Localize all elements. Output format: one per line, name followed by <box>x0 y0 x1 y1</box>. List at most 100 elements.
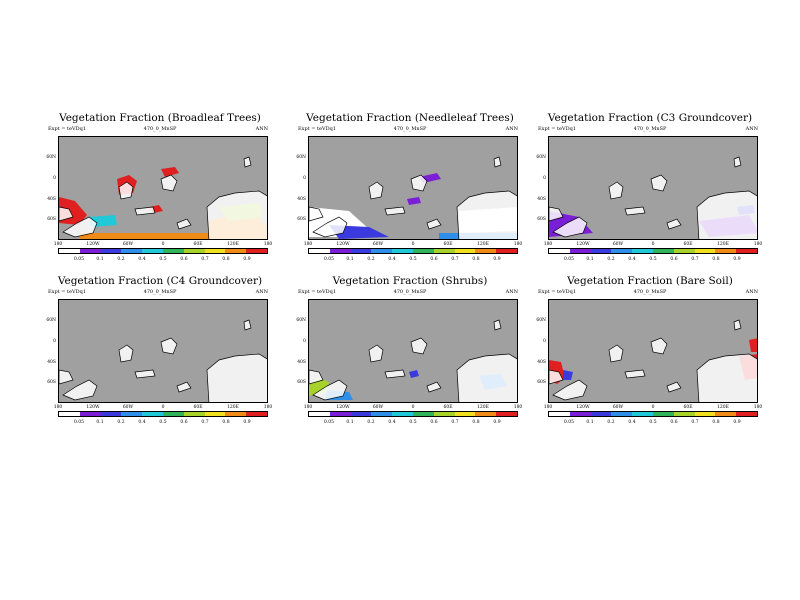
job-label: 470_0_MnSP <box>633 289 667 295</box>
colorbar-segment <box>412 412 434 416</box>
land-outline <box>666 218 682 230</box>
colorbar-segment <box>454 412 476 416</box>
colorbar-tick-label: 0.4 <box>388 257 396 262</box>
colorbar-tick-label: 0.8 <box>712 257 720 262</box>
colorbar-tick-label: 0.1 <box>346 420 354 425</box>
land-outline <box>624 369 646 379</box>
colorbar-tick-label: 0.5 <box>649 257 657 262</box>
experiment-label: Expt = teVDq1 <box>48 126 87 132</box>
map-panel-1: Vegetation Fraction (Broadleaf Trees) Ex… <box>40 112 280 272</box>
lon-tick-label: 180 <box>303 242 313 247</box>
land-outline <box>456 353 517 402</box>
colorbar-segment <box>611 412 633 416</box>
land-outline <box>368 344 384 363</box>
vegetation-fill <box>161 167 179 177</box>
land-outline <box>426 218 442 230</box>
colorbar-tick-label: 0.6 <box>180 257 188 262</box>
colorbar-tick-label: 0.7 <box>451 420 459 425</box>
experiment-label: Expt = teVDq1 <box>298 289 337 295</box>
job-label: 470_0_MnSP <box>143 126 177 132</box>
land-outline <box>118 181 134 200</box>
colorbar-tick-label: 0.05 <box>73 420 85 425</box>
land-outline <box>650 337 668 355</box>
colorbar-tick-label: 0.6 <box>430 420 438 425</box>
lon-tick-label: 120E <box>477 242 489 247</box>
colorbar-segment <box>79 249 101 253</box>
colorbar-segment <box>225 249 247 253</box>
lat-tick-label: 60N <box>46 318 56 324</box>
season-label: ANN <box>505 126 518 132</box>
map-plot <box>549 156 757 239</box>
colorbar-segment <box>496 249 517 253</box>
lon-tick-label: 180 <box>753 405 763 410</box>
colorbar-tick-label: 0.5 <box>409 257 417 262</box>
land-outline <box>410 337 428 355</box>
lat-tick-label: 60N <box>536 155 546 161</box>
colorbar-segment <box>412 249 434 253</box>
map-panel-3: Vegetation Fraction (C3 Groundcover) Exp… <box>530 112 770 272</box>
map-area <box>548 299 758 403</box>
panel-title: Vegetation Fraction (Bare Soil) <box>567 275 733 287</box>
panel-title: Vegetation Fraction (C4 Groundcover) <box>57 275 263 287</box>
lat-tick-label: 40S <box>297 197 306 203</box>
land-outline <box>206 353 267 402</box>
colorbar-tick-label: 0.5 <box>649 420 657 425</box>
land-outline <box>384 369 406 379</box>
colorbar-segment <box>392 412 413 416</box>
land-outline <box>309 369 324 385</box>
lon-tick-label: 180 <box>263 405 273 410</box>
lon-tick-label: 0 <box>411 405 415 410</box>
colorbar-tick-label: 0.1 <box>96 420 104 425</box>
lat-tick-label: 0 <box>543 176 546 182</box>
land-outline <box>426 381 442 393</box>
lon-tick-label: 60E <box>193 405 203 410</box>
colorbar-tick-label: 0.05 <box>563 257 575 262</box>
colorbar-segment <box>371 412 393 416</box>
colorbar-segment <box>225 412 247 416</box>
lon-tick-label: 60W <box>372 405 384 410</box>
lat-tick-label: 40S <box>297 360 306 366</box>
land-outline <box>493 319 502 331</box>
land-outline <box>696 190 757 239</box>
land-outline <box>608 344 624 363</box>
land-outline <box>493 156 502 168</box>
land-outline <box>243 319 252 331</box>
land-outline <box>118 344 134 363</box>
lon-tick-label: 0 <box>161 405 165 410</box>
panel-title: Vegetation Fraction (Needleleaf Trees) <box>306 112 514 124</box>
lon-tick-label: 0 <box>651 242 655 247</box>
map-panel-2: Vegetation Fraction (Needleleaf Trees) E… <box>290 112 530 272</box>
colorbar-segment <box>309 412 330 416</box>
map-plot <box>309 319 517 402</box>
colorbar-tick-label: 0.1 <box>586 257 594 262</box>
map-plot <box>549 319 757 402</box>
colorbar-tick-label: 0.7 <box>451 257 459 262</box>
colorbar-tick-label: 0.5 <box>409 420 417 425</box>
colorbar-segment <box>475 249 497 253</box>
lon-tick-label: 180 <box>263 242 273 247</box>
lat-tick-label: 60N <box>46 155 56 161</box>
colorbar-segment <box>350 249 372 253</box>
map-area <box>548 136 758 240</box>
colorbar-segment <box>162 249 184 253</box>
colorbar-tick-label: 0.5 <box>159 420 167 425</box>
map-panel-6: Vegetation Fraction (Bare Soil) Expt = t… <box>530 275 770 435</box>
colorbar-segment <box>496 412 517 416</box>
colorbar-segment <box>569 412 591 416</box>
colorbar-segment <box>100 412 122 416</box>
colorbar-tick-label: 0.9 <box>493 257 501 262</box>
lon-tick-label: 180 <box>53 405 63 410</box>
lon-tick-label: 180 <box>543 242 553 247</box>
experiment-label: Expt = teVDq1 <box>48 289 87 295</box>
lon-tick-label: 120E <box>227 242 239 247</box>
map-area <box>308 136 518 240</box>
land-outline <box>696 353 757 402</box>
colorbar-segment <box>183 412 205 416</box>
colorbar-segment <box>142 412 163 416</box>
colorbar <box>308 411 518 417</box>
lon-tick-label: 120E <box>717 405 729 410</box>
colorbar-tick-label: 0.2 <box>367 420 375 425</box>
colorbar-segment <box>590 249 612 253</box>
land-outline <box>176 218 192 230</box>
lat-tick-label: 60N <box>296 318 306 324</box>
